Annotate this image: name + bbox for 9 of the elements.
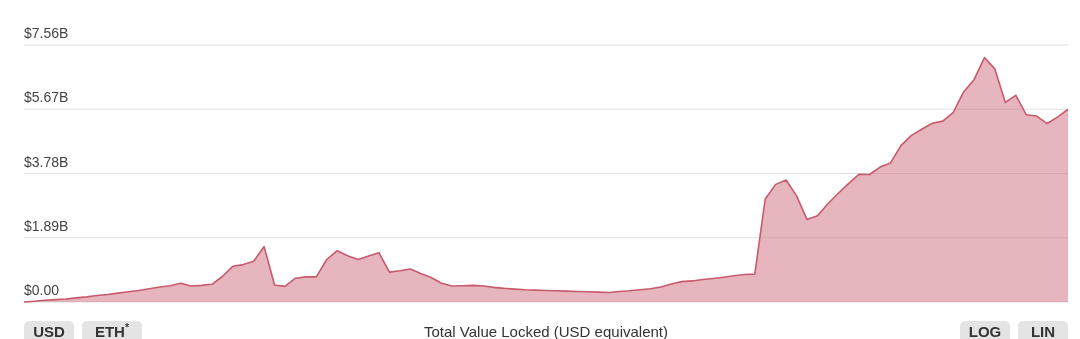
y-tick-label: $3.78B [24,153,69,170]
text: ETH$^{*}$ [94,321,130,339]
y-tick-label: $1.89B [24,217,69,234]
text: USD [33,323,65,339]
text: LOG [968,323,1002,339]
y-tick-label: $5.67B [24,89,69,106]
y-tick-label: $0.00 [24,282,60,298]
text: LIN [1030,323,1056,339]
y-tick-label: $7.56B [24,25,69,41]
